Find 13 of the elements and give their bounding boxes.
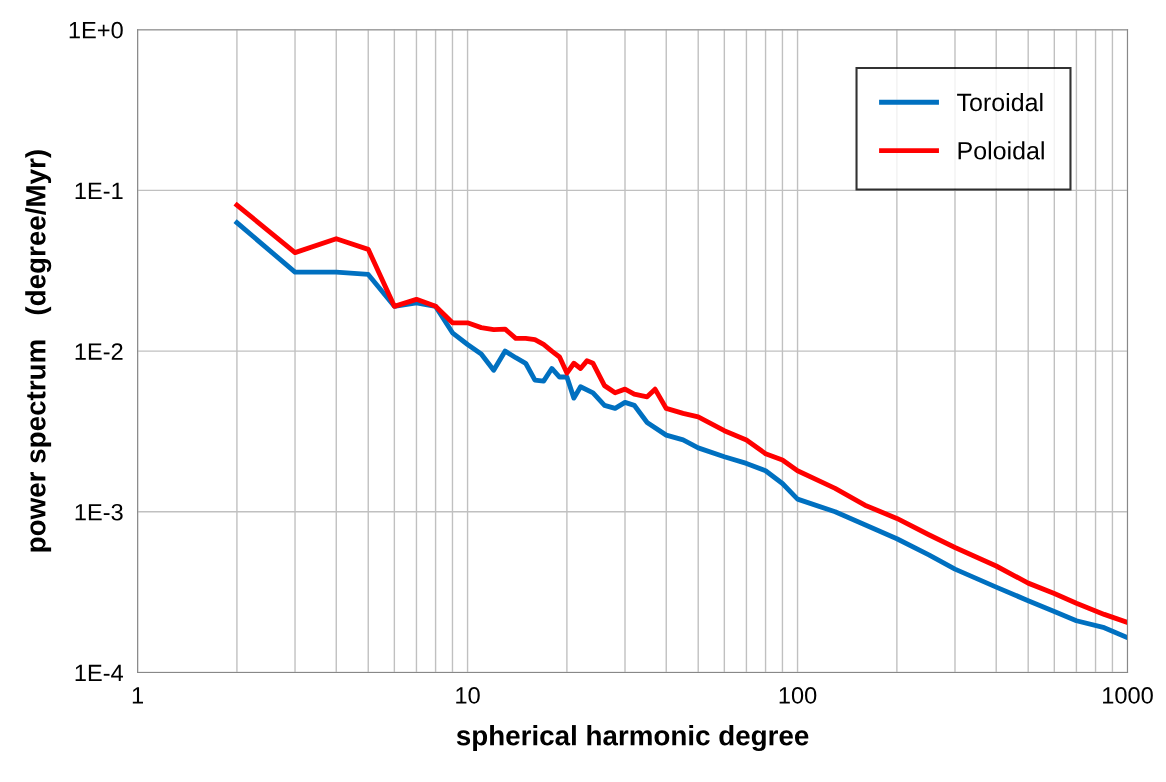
x-tick-label: 10 (456, 687, 480, 704)
x-axis-title: spherical harmonic degree (456, 725, 809, 752)
legend-label: Toroidal (957, 92, 1043, 112)
y-tick-label: 1E-2 (75, 343, 123, 360)
y-tick-label: 1E+0 (69, 21, 123, 39)
y-axis-title: power spectrum (degree/Myr) (25, 150, 52, 552)
y-tick-label: 1E-4 (75, 664, 124, 682)
x-tick-label: 100 (779, 687, 817, 704)
x-tick-label: 1 (132, 687, 143, 704)
y-tick-label: 1E-1 (75, 182, 123, 199)
legend-label: Poloidal (958, 141, 1044, 160)
y-tick-label: 1E-3 (75, 503, 123, 521)
x-tick-label: 1000 (1103, 687, 1153, 704)
